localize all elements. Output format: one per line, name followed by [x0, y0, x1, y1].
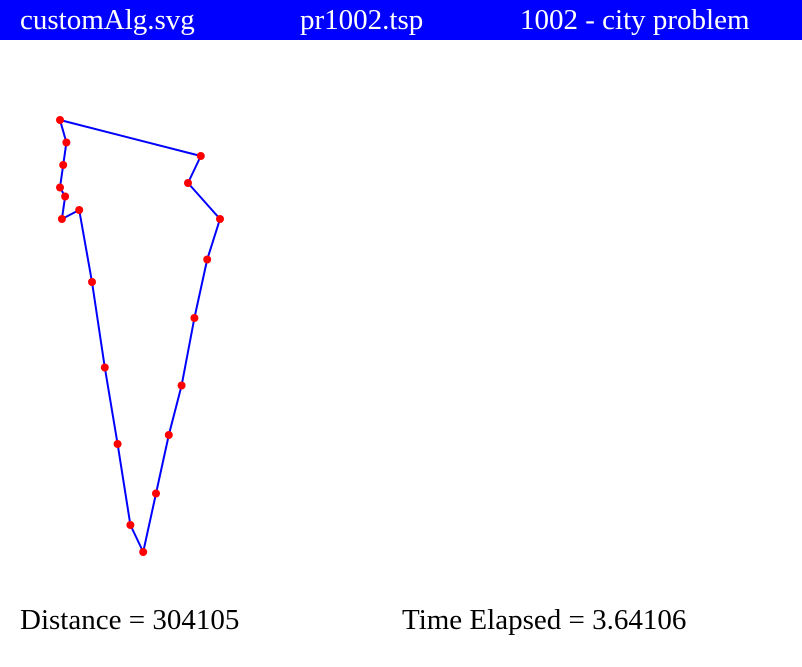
- route-segment: [142, 493, 157, 553]
- route-segment: [193, 259, 209, 319]
- route-segment: [103, 367, 119, 445]
- city-point: [152, 489, 160, 498]
- route-segment: [78, 209, 93, 283]
- distance-readout: Distance = 304105: [20, 604, 240, 636]
- city-point: [56, 116, 64, 124]
- city-point: [56, 183, 64, 192]
- file-name-label: customAlg.svg: [20, 4, 195, 36]
- city-point: [216, 215, 224, 223]
- route-segment: [129, 524, 145, 553]
- route-segment: [155, 434, 170, 494]
- problem-name-label: pr1002.tsp: [300, 4, 424, 36]
- city-point: [113, 440, 122, 448]
- title-bar: customAlg.svg pr1002.tsp 1002 - city pro…: [0, 0, 802, 40]
- city-point: [61, 192, 70, 201]
- route-segment: [91, 281, 106, 368]
- city-point: [75, 206, 84, 214]
- city-point: [88, 278, 96, 286]
- city-point: [139, 548, 148, 556]
- city-point: [184, 179, 192, 187]
- city-point: [203, 255, 212, 264]
- city-point: [126, 521, 135, 529]
- time-elapsed-readout: Time Elapsed = 3.64106: [402, 604, 687, 636]
- city-point: [57, 215, 66, 223]
- tour-plot: [56, 116, 224, 556]
- route-segment: [180, 317, 196, 386]
- problem-description-label: 1002 - city problem: [520, 4, 750, 36]
- city-point: [190, 314, 199, 322]
- city-point: [100, 363, 109, 372]
- route-segment: [116, 443, 132, 526]
- city-point: [196, 152, 205, 160]
- city-point: [62, 138, 71, 147]
- route-segment: [187, 182, 221, 220]
- city-point: [164, 431, 173, 439]
- route-segment: [59, 119, 202, 157]
- city-point: [177, 381, 186, 390]
- route-segment: [187, 155, 202, 184]
- route-segment: [167, 385, 183, 436]
- city-point: [59, 161, 68, 169]
- route-segment: [206, 218, 221, 260]
